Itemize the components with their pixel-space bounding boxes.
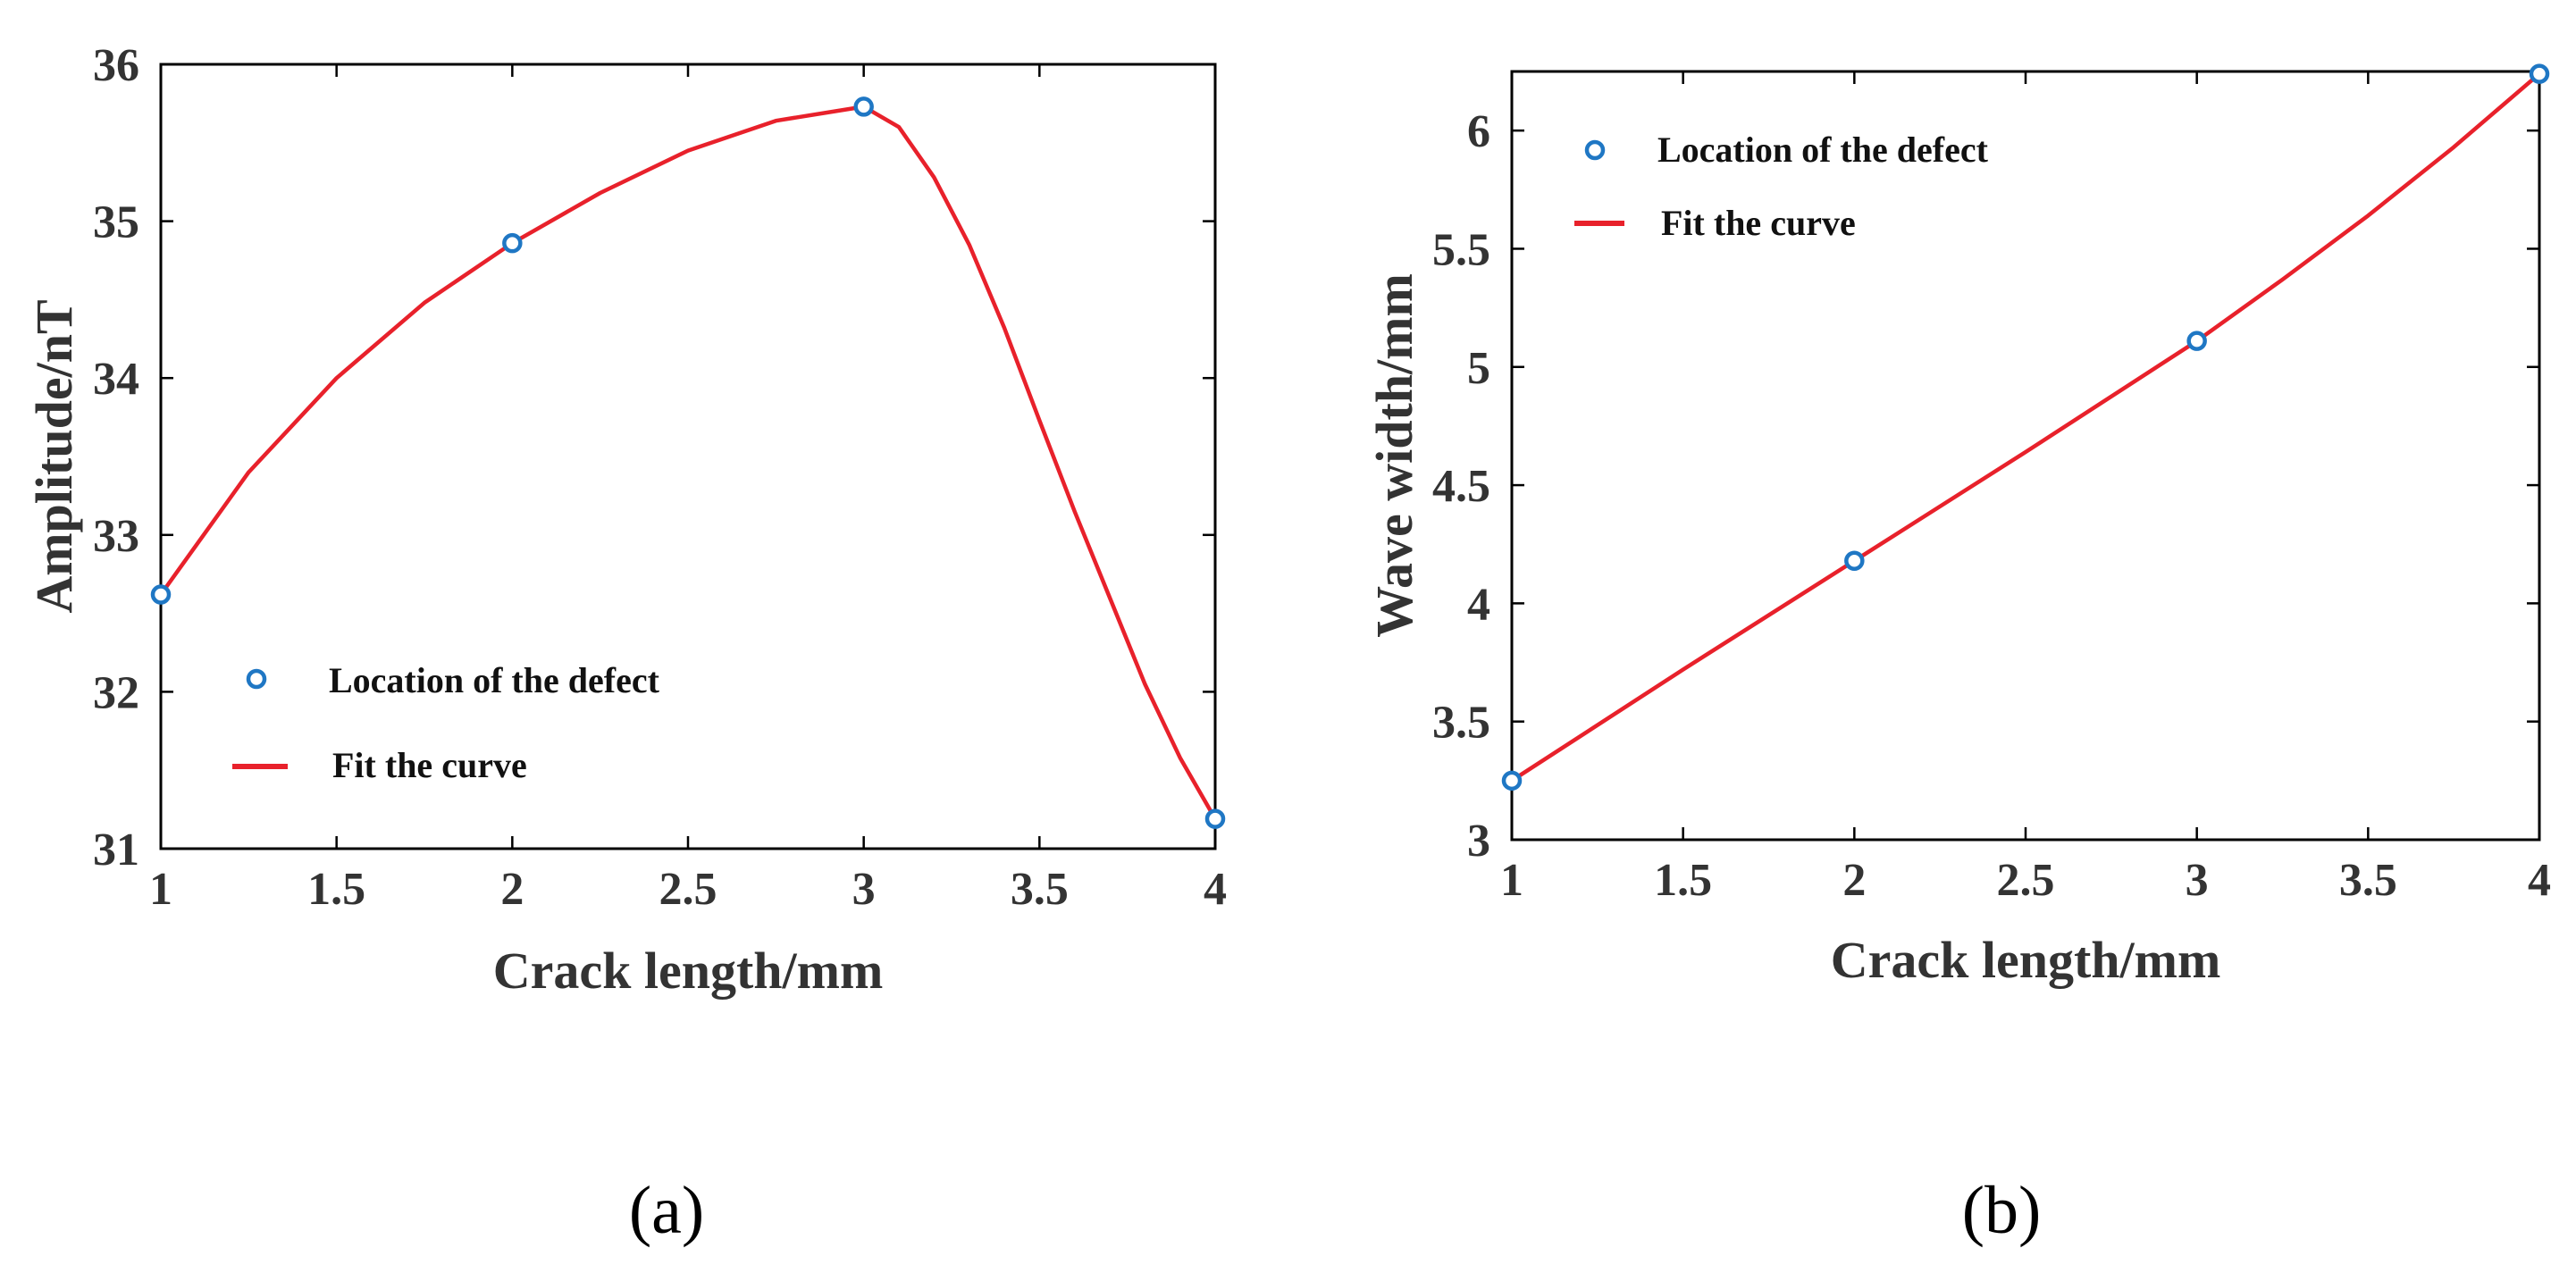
x-tick-label: 3 [2186, 855, 2209, 906]
defect-marker [502, 232, 523, 254]
x-tick-label: 2 [1842, 855, 1866, 906]
y-tick-label: 4 [1467, 579, 1490, 630]
x-tick-label: 2.5 [659, 864, 717, 915]
x-tick-label: 3.5 [1011, 864, 1069, 915]
defect-marker [1204, 808, 1226, 829]
x-tick-label: 1.5 [307, 864, 365, 915]
x-tick-label: 1 [1500, 855, 1523, 906]
tick-marks-a [159, 63, 1217, 850]
y-tick-label: 33 [93, 511, 139, 562]
defect-marker [1844, 550, 1865, 572]
defect-marker [150, 584, 172, 605]
x-tick-label: 1.5 [1654, 855, 1712, 906]
y-tick-label: 34 [93, 354, 139, 405]
legend-label-fit-a: Fit the curve [332, 745, 527, 785]
x-tick-label: 4 [2528, 855, 2551, 906]
y-tick-label: 32 [93, 667, 139, 718]
y-axis-title-b: Wave width/mm [1365, 273, 1423, 638]
legend-label-points-b: Location of the defect [1657, 130, 1989, 170]
x-axis-title-b: Crack length/mm [1831, 931, 2221, 989]
x-tick-label: 3.5 [2339, 855, 2397, 906]
x-tick-label: 2 [500, 864, 524, 915]
panel-label-a: (a) [629, 1173, 704, 1248]
panel-a: 1 1.5 2 2.5 3 3.5 4 31 32 33 34 35 36 Crack length/… [25, 40, 1227, 1248]
y-tick-labels-a: 31 32 33 34 35 36 [93, 40, 139, 875]
y-tick-label: 3.5 [1432, 698, 1490, 749]
defect-marker [2186, 331, 2207, 351]
defect-markers-a [150, 96, 1226, 829]
defect-marker [1501, 770, 1523, 791]
y-tick-label: 6 [1467, 106, 1490, 157]
y-tick-label: 5.5 [1432, 224, 1490, 275]
x-tick-label: 4 [1204, 864, 1227, 915]
y-tick-label: 36 [93, 40, 139, 91]
defect-marker [2529, 63, 2550, 84]
x-axis-title-a: Crack length/mm [493, 942, 884, 1000]
legend-label-fit-b: Fit the curve [1661, 203, 1856, 243]
legend-b: Location of the defect Fit the curve [1574, 130, 1989, 243]
legend-a: Location of the defect Fit the curve [232, 660, 660, 785]
y-tick-label: 4.5 [1432, 461, 1490, 512]
y-tick-label: 31 [93, 825, 139, 875]
defect-marker [853, 96, 874, 117]
x-tick-label: 2.5 [1997, 855, 2055, 906]
legend-marker-icon-b [1584, 139, 1606, 161]
y-tick-label: 35 [93, 197, 139, 248]
legend-marker-icon-a [246, 668, 267, 690]
x-tick-labels-a: 1 1.5 2 2.5 3 3.5 4 [149, 864, 1227, 915]
tick-marks-b [1510, 71, 2541, 842]
x-tick-labels-b: 1 1.5 2 2.5 3 3.5 4 [1500, 855, 2551, 906]
plot-frame-b [1510, 70, 2541, 842]
fit-curve-line-a [158, 105, 1218, 821]
y-tick-labels-b: 3 3.5 4 4.5 5 5.5 6 [1432, 106, 1490, 867]
y-tick-label: 5 [1467, 343, 1490, 394]
legend-label-points-a: Location of the defect [329, 660, 660, 700]
panel-b: 1 1.5 2 2.5 3 3.5 4 3 3.5 4 4.5 5 5.5 6 Crack length… [1365, 63, 2551, 1248]
x-tick-label: 3 [852, 864, 876, 915]
fit-curve-line-b [1509, 71, 2542, 783]
y-axis-title-a: Amplitude/nT [25, 299, 83, 613]
plot-frame-a [159, 63, 1217, 850]
defect-markers-b [1501, 63, 2550, 791]
x-tick-label: 1 [149, 864, 172, 915]
panel-label-b: (b) [1962, 1173, 2042, 1248]
y-tick-label: 3 [1467, 816, 1490, 867]
